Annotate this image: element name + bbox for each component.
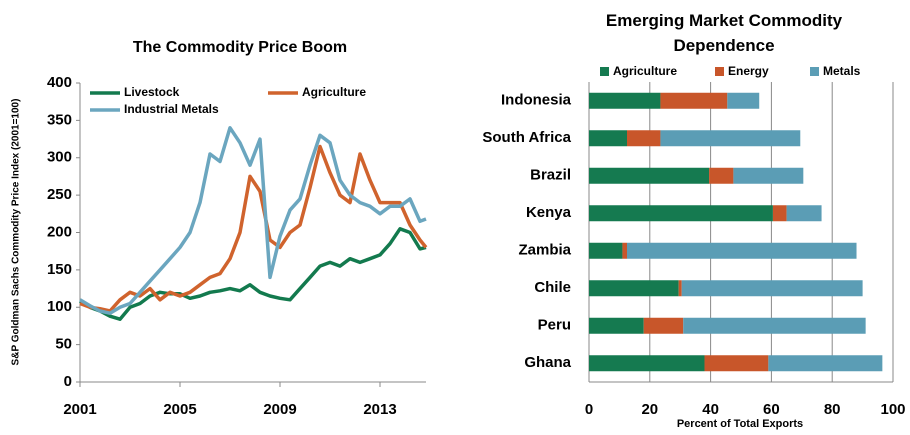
x-tick-label: 40 <box>702 401 719 418</box>
x-tick-label: 2005 <box>163 401 196 418</box>
bar-segment <box>622 242 627 259</box>
legend-swatch <box>715 67 724 76</box>
y-tick-label: 300 <box>47 149 72 166</box>
bar-segment <box>681 280 863 297</box>
bar-segment <box>768 355 883 372</box>
x-tick-label: 20 <box>641 401 658 418</box>
bar-segment <box>589 167 710 184</box>
bar-segment <box>772 205 787 222</box>
bar-segment <box>683 317 866 334</box>
y-tick-label: Chile <box>534 279 571 296</box>
y-tick-label: 350 <box>47 111 72 128</box>
bar-segment <box>660 92 728 109</box>
chart-title: The Commodity Price Boom <box>133 39 347 56</box>
x-tick-label: 60 <box>763 401 780 418</box>
bar-segment <box>786 205 822 222</box>
x-tick-label: 2009 <box>263 401 296 418</box>
y-tick-label: 150 <box>47 261 72 278</box>
bar-segment <box>589 280 679 297</box>
bar-segment <box>589 205 773 222</box>
line-series <box>79 227 427 321</box>
legend-label: Industrial Metals <box>124 102 219 116</box>
legend-label: Metals <box>823 64 861 78</box>
bar-segment <box>589 242 623 259</box>
bar-segment <box>589 92 661 109</box>
y-tick-label: 100 <box>47 298 72 315</box>
x-tick-label: 2001 <box>63 401 96 418</box>
y-tick-label: Brazil <box>530 167 571 184</box>
bar-segment <box>589 317 644 334</box>
y-tick-label: 400 <box>47 74 72 91</box>
x-tick-label: 100 <box>880 401 905 418</box>
chart-title: Emerging Market Commodity Dependence <box>605 11 843 55</box>
y-tick-label: Kenya <box>526 204 572 221</box>
y-tick-label: South Africa <box>482 129 571 146</box>
legend-label: Agriculture <box>613 64 677 78</box>
bar-segment <box>589 130 627 147</box>
legend-label: Agriculture <box>302 85 366 99</box>
legend-swatch <box>600 67 609 76</box>
legend-swatch <box>810 67 819 76</box>
y-tick-label: Indonesia <box>501 92 572 109</box>
bar-segment <box>627 242 857 259</box>
y-tick-label: Ghana <box>524 354 571 371</box>
line-series <box>79 126 427 315</box>
bar-segment <box>660 130 801 147</box>
bar-segment <box>709 167 734 184</box>
bar-segment <box>627 130 661 147</box>
bar-segment <box>704 355 769 372</box>
legend-label: Livestock <box>124 85 180 99</box>
y-tick-label: Peru <box>538 317 571 334</box>
y-tick-label: 50 <box>55 336 72 353</box>
y-axis-label: S&P Goldman Sachs Commodity Price Index … <box>11 99 22 366</box>
x-tick-label: 2013 <box>363 401 396 418</box>
x-tick-label: 0 <box>585 401 593 418</box>
y-tick-label: 200 <box>47 223 72 240</box>
y-tick-label: 0 <box>64 373 72 390</box>
y-tick-label: Zambia <box>518 242 571 259</box>
bar-segment <box>733 167 804 184</box>
bar-segment <box>643 317 684 334</box>
x-tick-label: 80 <box>824 401 841 418</box>
bar-segment <box>727 92 760 109</box>
bar-segment <box>678 280 682 297</box>
bar-segment <box>589 355 705 372</box>
legend-label: Energy <box>728 64 769 78</box>
x-axis-label: Percent of Total Exports <box>677 418 803 430</box>
y-tick-label: 250 <box>47 186 72 203</box>
